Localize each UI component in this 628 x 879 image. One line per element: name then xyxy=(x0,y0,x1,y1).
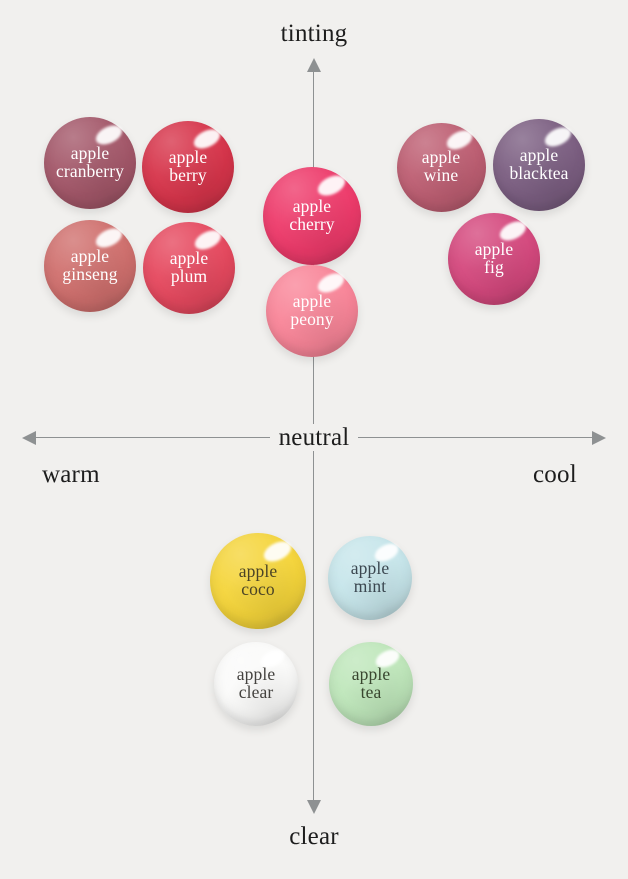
swatch-label-line2: mint xyxy=(353,575,387,596)
axis-arrow-left-icon xyxy=(22,431,36,445)
axis-label-warm: warm xyxy=(42,461,100,488)
swatch-cranberry[interactable]: apple cranberry xyxy=(44,117,136,209)
swatch-mint[interactable]: apple mint xyxy=(328,536,412,620)
swatch-label-line2: blacktea xyxy=(509,162,569,183)
swatch-blacktea[interactable]: apple blacktea xyxy=(493,119,585,211)
swatch-label-line1: apple xyxy=(519,144,559,165)
swatch-label-line2: cranberry xyxy=(56,160,124,181)
swatch-label: apple blacktea xyxy=(509,144,569,184)
swatch-wine[interactable]: apple wine xyxy=(396,122,486,212)
axis-label-tinting: tinting xyxy=(280,20,348,47)
swatch-fig[interactable]: apple fig xyxy=(448,213,540,305)
axis-arrow-right-icon xyxy=(592,431,606,445)
swatch-label-line2: coco xyxy=(241,578,275,599)
swatch-label-line1: apple xyxy=(292,290,332,311)
swatch-label-line1: apple xyxy=(292,195,332,216)
swatch-label-line2: wine xyxy=(423,164,459,185)
swatch-label-line1: apple xyxy=(70,142,110,163)
swatch-label-line2: berry xyxy=(169,164,207,185)
swatch-label: apple clear xyxy=(236,663,276,703)
swatch-label-line1: apple xyxy=(70,245,110,266)
axis-label-cool: cool xyxy=(533,461,577,488)
swatch-label-line1: apple xyxy=(168,146,208,167)
swatch-label-line2: plum xyxy=(170,265,208,286)
swatch-clear[interactable]: apple clear xyxy=(214,642,298,726)
swatch-label: apple wine xyxy=(421,146,461,186)
swatch-label: apple cranberry xyxy=(56,142,124,182)
swatch-label-line2: ginseng xyxy=(62,263,118,284)
swatch-cherry[interactable]: apple cherry xyxy=(263,167,361,265)
swatch-label-line1: apple xyxy=(474,238,514,259)
swatch-peony[interactable]: apple peony xyxy=(266,265,358,357)
swatch-label-line2: cherry xyxy=(289,213,335,234)
swatch-label-line2: tea xyxy=(360,681,382,702)
swatch-coco[interactable]: apple coco xyxy=(210,533,306,629)
swatch-label-line1: apple xyxy=(236,663,276,684)
axis-label-neutral-text: neutral xyxy=(269,424,359,451)
swatch-label-line2: peony xyxy=(290,308,334,329)
swatch-label: apple fig xyxy=(474,238,514,278)
swatch-label: apple peony xyxy=(290,290,334,330)
swatch-label: apple ginseng xyxy=(62,245,118,285)
swatch-label-line2: clear xyxy=(238,681,274,702)
axis-arrow-up-icon xyxy=(307,58,321,72)
swatch-ginseng[interactable]: apple ginseng xyxy=(44,220,136,312)
swatch-label-line1: apple xyxy=(169,247,209,268)
swatch-label: apple tea xyxy=(351,663,391,703)
swatch-label-line1: apple xyxy=(350,557,390,578)
swatch-label-line1: apple xyxy=(238,560,278,581)
swatch-plum[interactable]: apple plum xyxy=(143,222,235,314)
axis-label-clear: clear xyxy=(289,823,339,850)
axis-arrow-down-icon xyxy=(307,800,321,814)
swatch-label: apple berry xyxy=(168,146,208,186)
swatch-berry[interactable]: apple berry xyxy=(142,121,234,213)
swatch-label: apple coco xyxy=(238,560,278,600)
swatch-label-line2: fig xyxy=(484,256,504,277)
swatch-label: apple cherry xyxy=(289,195,335,235)
swatch-label-line1: apple xyxy=(421,146,461,167)
axis-label-neutral: neutral xyxy=(0,424,628,452)
swatch-label-line1: apple xyxy=(351,663,391,684)
swatch-label: apple plum xyxy=(169,247,209,287)
swatch-tea[interactable]: apple tea xyxy=(329,642,413,726)
swatch-label: apple mint xyxy=(350,557,390,597)
